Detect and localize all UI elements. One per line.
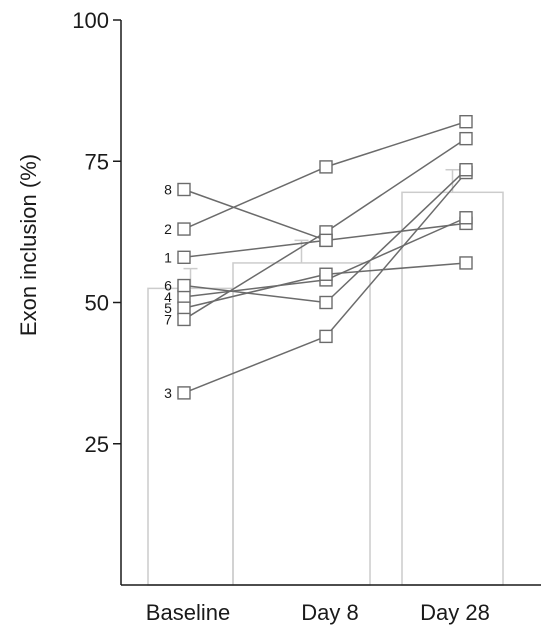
x-category-label: Day 8 — [301, 600, 358, 625]
subject-5-marker — [177, 301, 191, 315]
subject-id-label: 4 — [164, 289, 172, 305]
subject-id-label: 5 — [164, 300, 172, 316]
subject-5-marker — [459, 256, 473, 270]
subject-7-marker — [459, 131, 473, 146]
subject-id-label: 3 — [164, 385, 172, 401]
x-category-labels: Baseline Day 8 Day 28 — [146, 600, 490, 625]
subject-3-line-segment — [325, 172, 467, 337]
subject-4-marker — [177, 290, 191, 304]
y-ticks-layer: 25 50 75 100 — [72, 8, 121, 457]
subject-id-label: 1 — [164, 249, 172, 265]
bar-baseline — [147, 287, 234, 586]
y-tick-label-75: 75 — [85, 149, 109, 174]
markers-layer — [177, 114, 473, 400]
bar-day-28 — [401, 191, 504, 586]
subject-4-marker — [459, 211, 473, 225]
subject-8-marker — [177, 182, 191, 197]
subject-3-marker — [319, 329, 333, 344]
subject-id-label: 2 — [164, 221, 172, 237]
y-tick-label-25: 25 — [85, 432, 109, 457]
subject-6-marker — [459, 163, 473, 177]
subject-2-line-segment — [183, 166, 327, 230]
subject-4-line-segment — [325, 217, 467, 281]
subject-id-labels: 1 2 3 45 6 7 8 — [164, 182, 172, 401]
x-category-label: Day 28 — [420, 600, 490, 625]
subject-5-line-segment — [183, 273, 327, 309]
subject-6-marker — [177, 278, 191, 293]
subject-5-marker — [319, 267, 333, 281]
subject-8-line-segment — [183, 188, 327, 242]
subject-4-line-segment — [183, 279, 327, 298]
subject-7-line-segment — [183, 231, 327, 321]
subject-2-marker — [177, 222, 191, 236]
subject-6-marker — [319, 295, 333, 310]
y-tick-label-100: 100 — [72, 8, 109, 33]
subject-7-marker — [177, 312, 191, 327]
subject-2-marker — [319, 160, 333, 174]
y-tick-label-50: 50 — [85, 291, 109, 316]
subject-lines-layer — [183, 120, 467, 394]
subject-1-line-segment — [183, 239, 327, 259]
subject-3-marker — [177, 386, 191, 400]
x-category-label: Baseline — [146, 600, 230, 625]
subject-id-label: 6 — [164, 278, 172, 294]
subject-8-marker — [319, 233, 333, 248]
bar-day-8 — [232, 262, 371, 586]
subject-1-line-segment — [325, 222, 467, 242]
subject-id-label: 8 — [164, 182, 172, 198]
y-axis-title: Exon inclusion (%) — [16, 154, 41, 336]
subject-6-line-segment — [183, 284, 327, 304]
subject-2-line-segment — [325, 120, 467, 168]
subject-id-label: 7 — [164, 311, 172, 327]
subject-2-marker — [459, 114, 473, 129]
subject-3-line-segment — [183, 335, 327, 394]
subject-7-line-segment — [325, 138, 467, 233]
subject-6-line-segment — [325, 169, 467, 304]
subject-5-line-segment — [325, 262, 467, 275]
subject-1-marker — [177, 250, 191, 265]
